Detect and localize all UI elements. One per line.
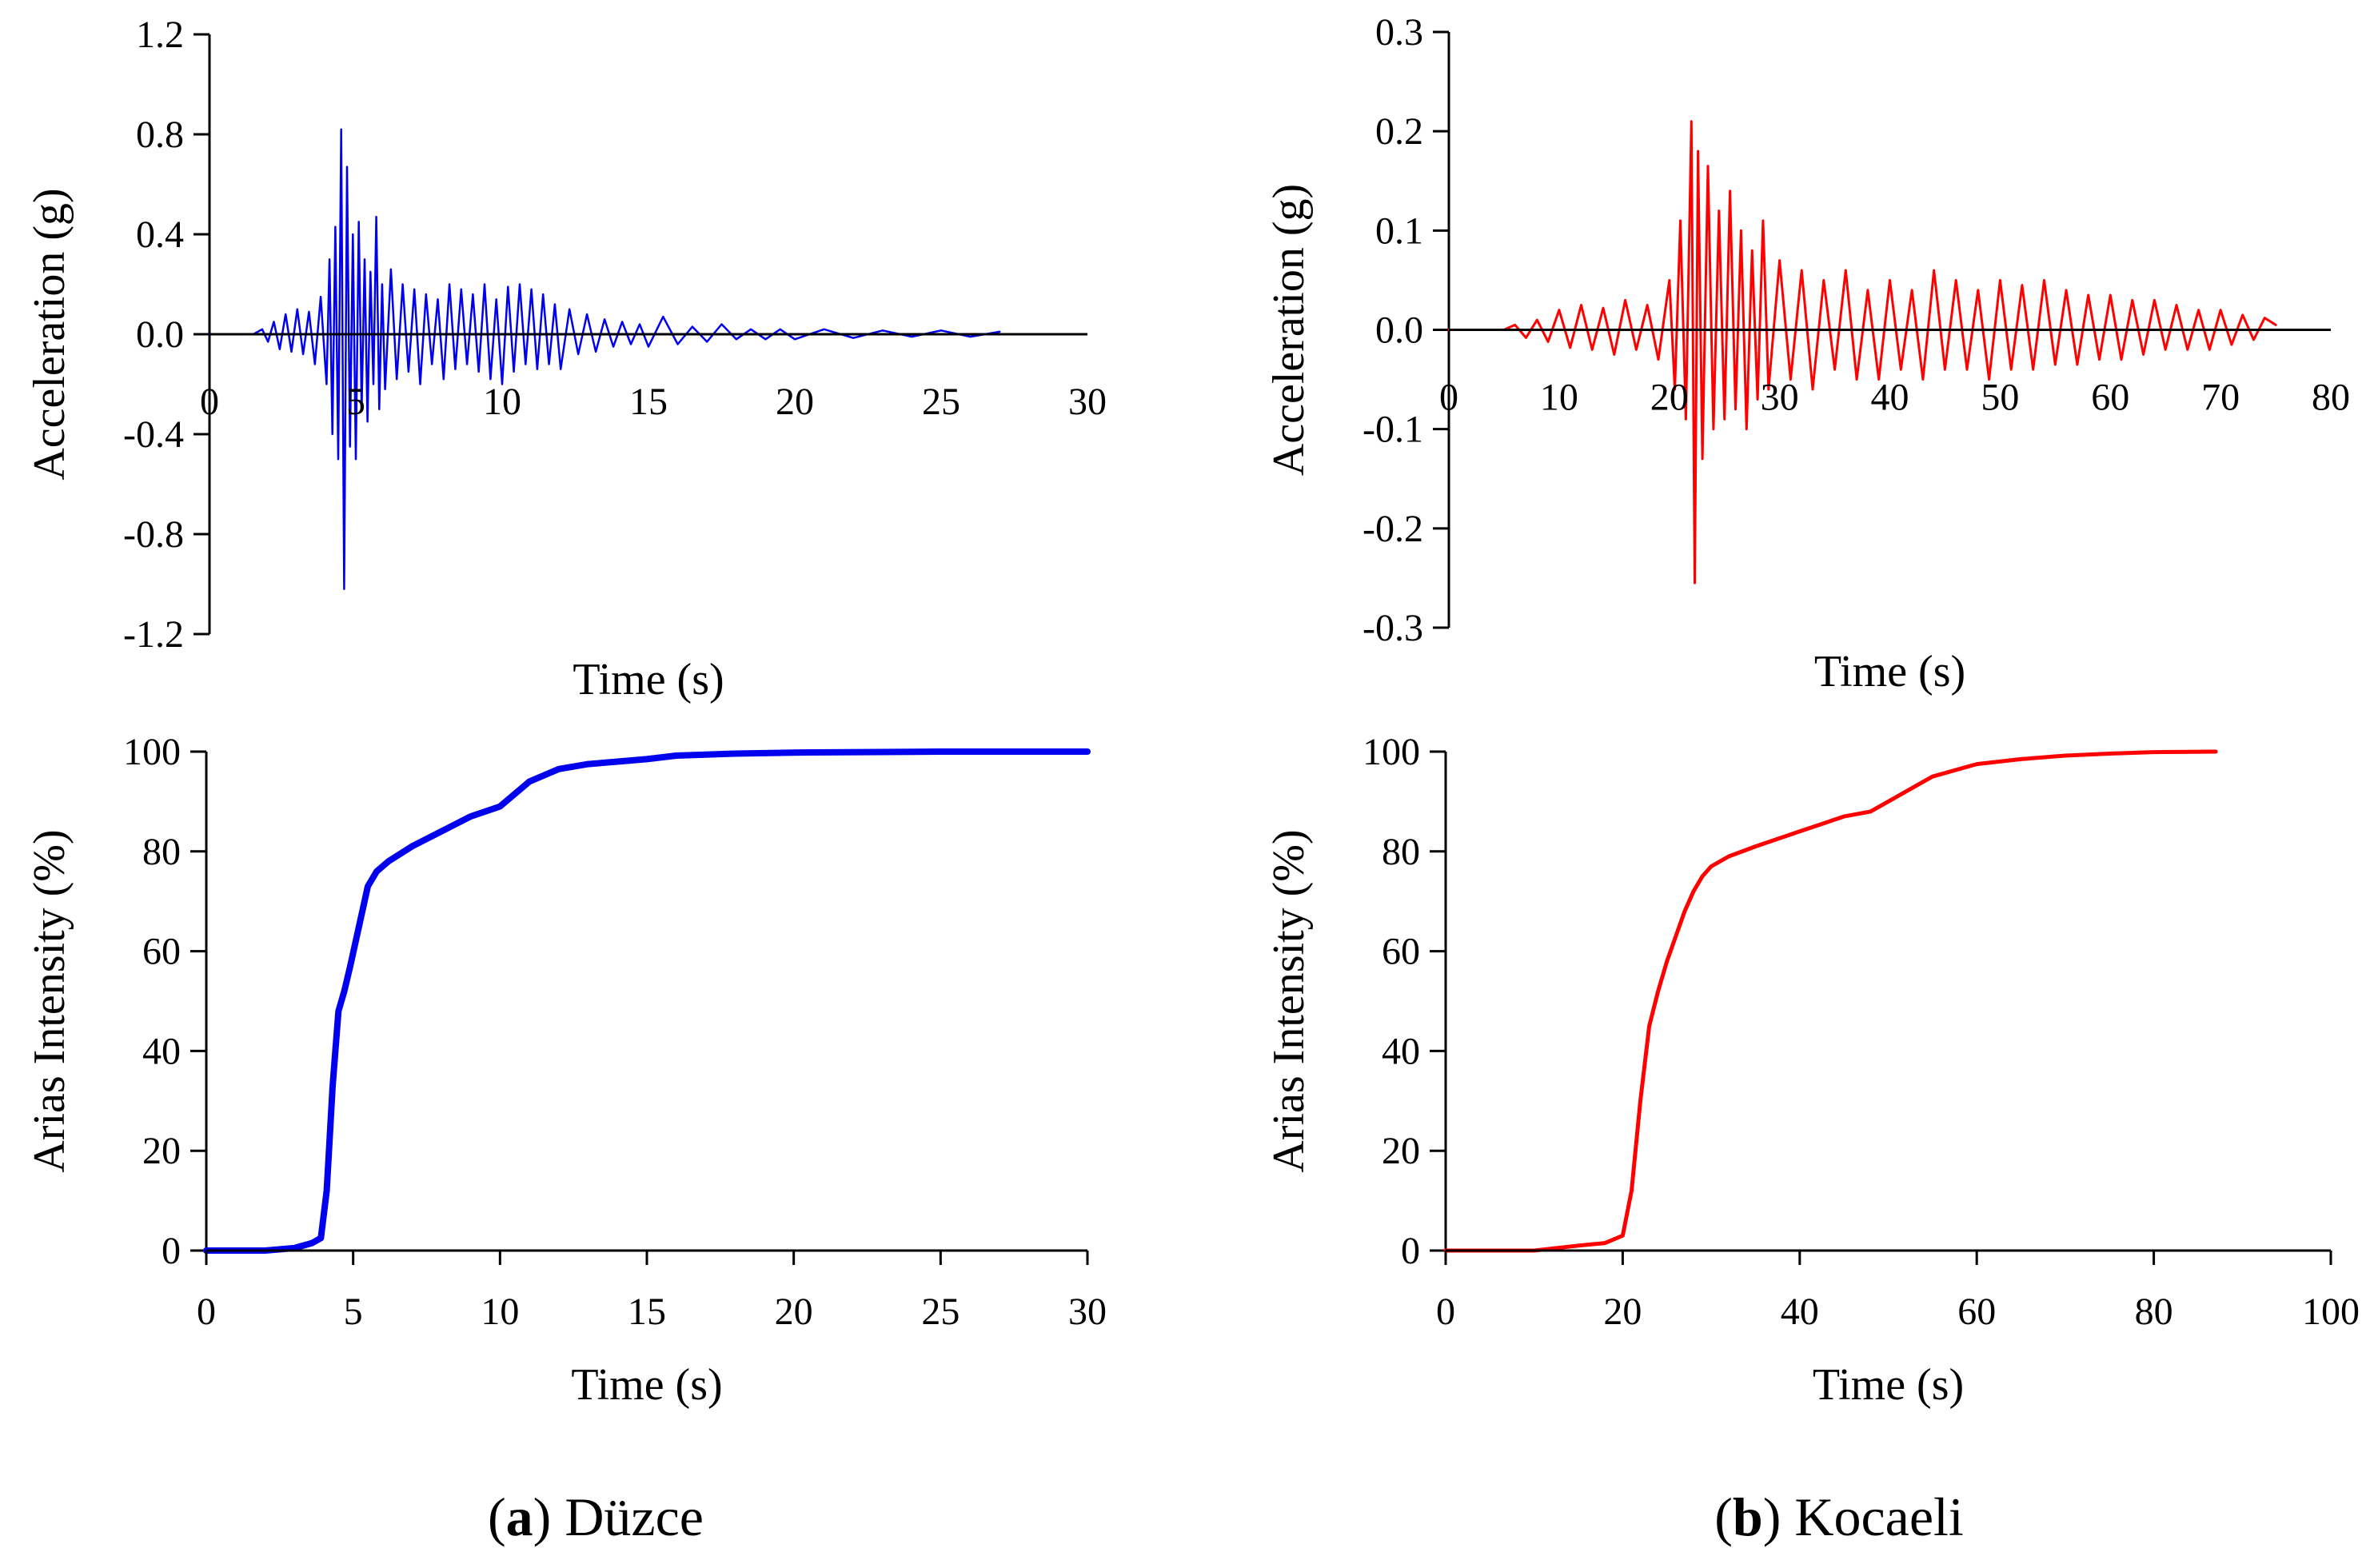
y-tick-label: 0.0	[1375, 309, 1423, 352]
y-tick-label: -1.2	[123, 613, 184, 656]
caption-a-name: Düzce	[565, 1486, 704, 1547]
x-tick-label: 15	[629, 381, 668, 423]
y-tick-label: -0.3	[1363, 607, 1423, 649]
x-tick-label: 40	[1871, 377, 1909, 419]
x-tick-label: 20	[1603, 1291, 1642, 1333]
kocaeli-arias-chart: 100 80 60 40 20 00 20 40 60 80 100 Time (s) Arias In…	[1264, 731, 2360, 1410]
series-line	[1443, 749, 2218, 1253]
y-tick-label: 0.0	[136, 313, 184, 356]
y-axis-label: Acceleration (g)	[25, 188, 74, 480]
x-tick-label: 30	[1068, 381, 1107, 423]
y-tick-label: 0.3	[1375, 11, 1423, 54]
y-tick-label: 0.1	[1375, 209, 1423, 252]
y-tick-label: 0.2	[1375, 110, 1423, 153]
y-tick-label: -0.1	[1363, 409, 1423, 451]
y-tick-label: 0.8	[136, 114, 184, 156]
x-tick-label: 50	[1981, 377, 2019, 419]
caption-a-letter: a	[506, 1486, 533, 1547]
y-tick-label: 40	[1382, 1030, 1420, 1072]
series-line	[1447, 120, 2277, 585]
x-tick-label: 0	[1439, 377, 1458, 419]
y-tick-label: 40	[142, 1030, 181, 1072]
x-tick-label: 70	[2201, 377, 2240, 419]
series-line	[203, 748, 1091, 1254]
x-tick-label: 20	[1650, 377, 1689, 419]
x-tick-label: 80	[2135, 1291, 2173, 1333]
y-tick-label: 100	[123, 731, 181, 773]
x-axis-label: Time (s)	[1813, 1360, 1964, 1410]
y-tick-label: 0	[1401, 1230, 1420, 1272]
x-tick-label: 25	[922, 381, 960, 423]
x-tick-label: 0	[1436, 1291, 1455, 1333]
x-axis-label: Time (s)	[1814, 647, 1965, 696]
x-tick-label: 10	[1540, 377, 1578, 419]
duzce-arias-chart: 100 80 60 40 20 00 5 10 15 20 25 30 Time (s) Arias In…	[25, 731, 1107, 1410]
series-line	[208, 128, 1001, 591]
y-tick-label: 20	[1382, 1130, 1420, 1172]
y-tick-label: 60	[1382, 931, 1420, 973]
x-tick-label: 20	[776, 381, 814, 423]
y-tick-label: 20	[142, 1130, 181, 1172]
x-tick-label: 0	[197, 1291, 216, 1333]
y-tick-label: -0.8	[123, 513, 184, 556]
y-tick-label: 0	[162, 1230, 181, 1272]
x-tick-label: 25	[921, 1291, 960, 1333]
y-axis-label: Arias Intensity (%)	[25, 829, 74, 1172]
y-tick-label: -0.2	[1363, 508, 1423, 550]
y-tick-label: 80	[1382, 831, 1420, 873]
x-tick-label: 60	[1957, 1291, 1996, 1333]
y-axis-label: Acceleration (g)	[1264, 184, 1314, 476]
x-tick-label: 60	[2091, 377, 2129, 419]
y-tick-label: 80	[142, 831, 181, 873]
x-tick-label: 100	[2302, 1291, 2360, 1333]
y-axis-label: Arias Intensity (%)	[1264, 829, 1314, 1172]
x-tick-label: 20	[775, 1291, 813, 1333]
caption-b-name: Kocaeli	[1794, 1486, 1963, 1547]
x-axis-label: Time (s)	[571, 1360, 722, 1410]
x-tick-label: 30	[1068, 1291, 1107, 1333]
x-tick-label: 10	[483, 381, 521, 423]
caption-a: (a) Düzce	[488, 1486, 704, 1547]
x-tick-label: 0	[200, 381, 219, 423]
y-tick-label: 0.4	[136, 213, 184, 256]
caption-b: (b) Kocaeli	[1714, 1486, 1964, 1547]
caption-b-letter: b	[1733, 1486, 1763, 1547]
y-tick-label: -0.4	[123, 413, 184, 456]
y-tick-label: 1.2	[136, 14, 184, 56]
y-tick-label: 60	[142, 931, 181, 973]
y-tick-label: 100	[1363, 731, 1420, 773]
x-tick-label: 80	[2312, 377, 2350, 419]
x-tick-label: 5	[346, 381, 365, 423]
x-tick-label: 5	[344, 1291, 363, 1333]
x-tick-label: 10	[481, 1291, 519, 1333]
duzce-acceleration-chart: 1.2 0.8 0.4 0.0 -0.4 -0.8 -1.2 0 5 10 15 20 25 30 Time…	[25, 14, 1107, 704]
x-axis-label: Time (s)	[573, 655, 724, 704]
x-tick-label: 40	[1781, 1291, 1819, 1333]
x-tick-label: 15	[628, 1291, 666, 1333]
kocaeli-acceleration-chart: 0.3 0.2 0.1 0.0 -0.1 -0.2 -0.3 0 10 20 30 40 50 60 70 8…	[1264, 11, 2350, 696]
x-tick-label: 30	[1761, 377, 1799, 419]
